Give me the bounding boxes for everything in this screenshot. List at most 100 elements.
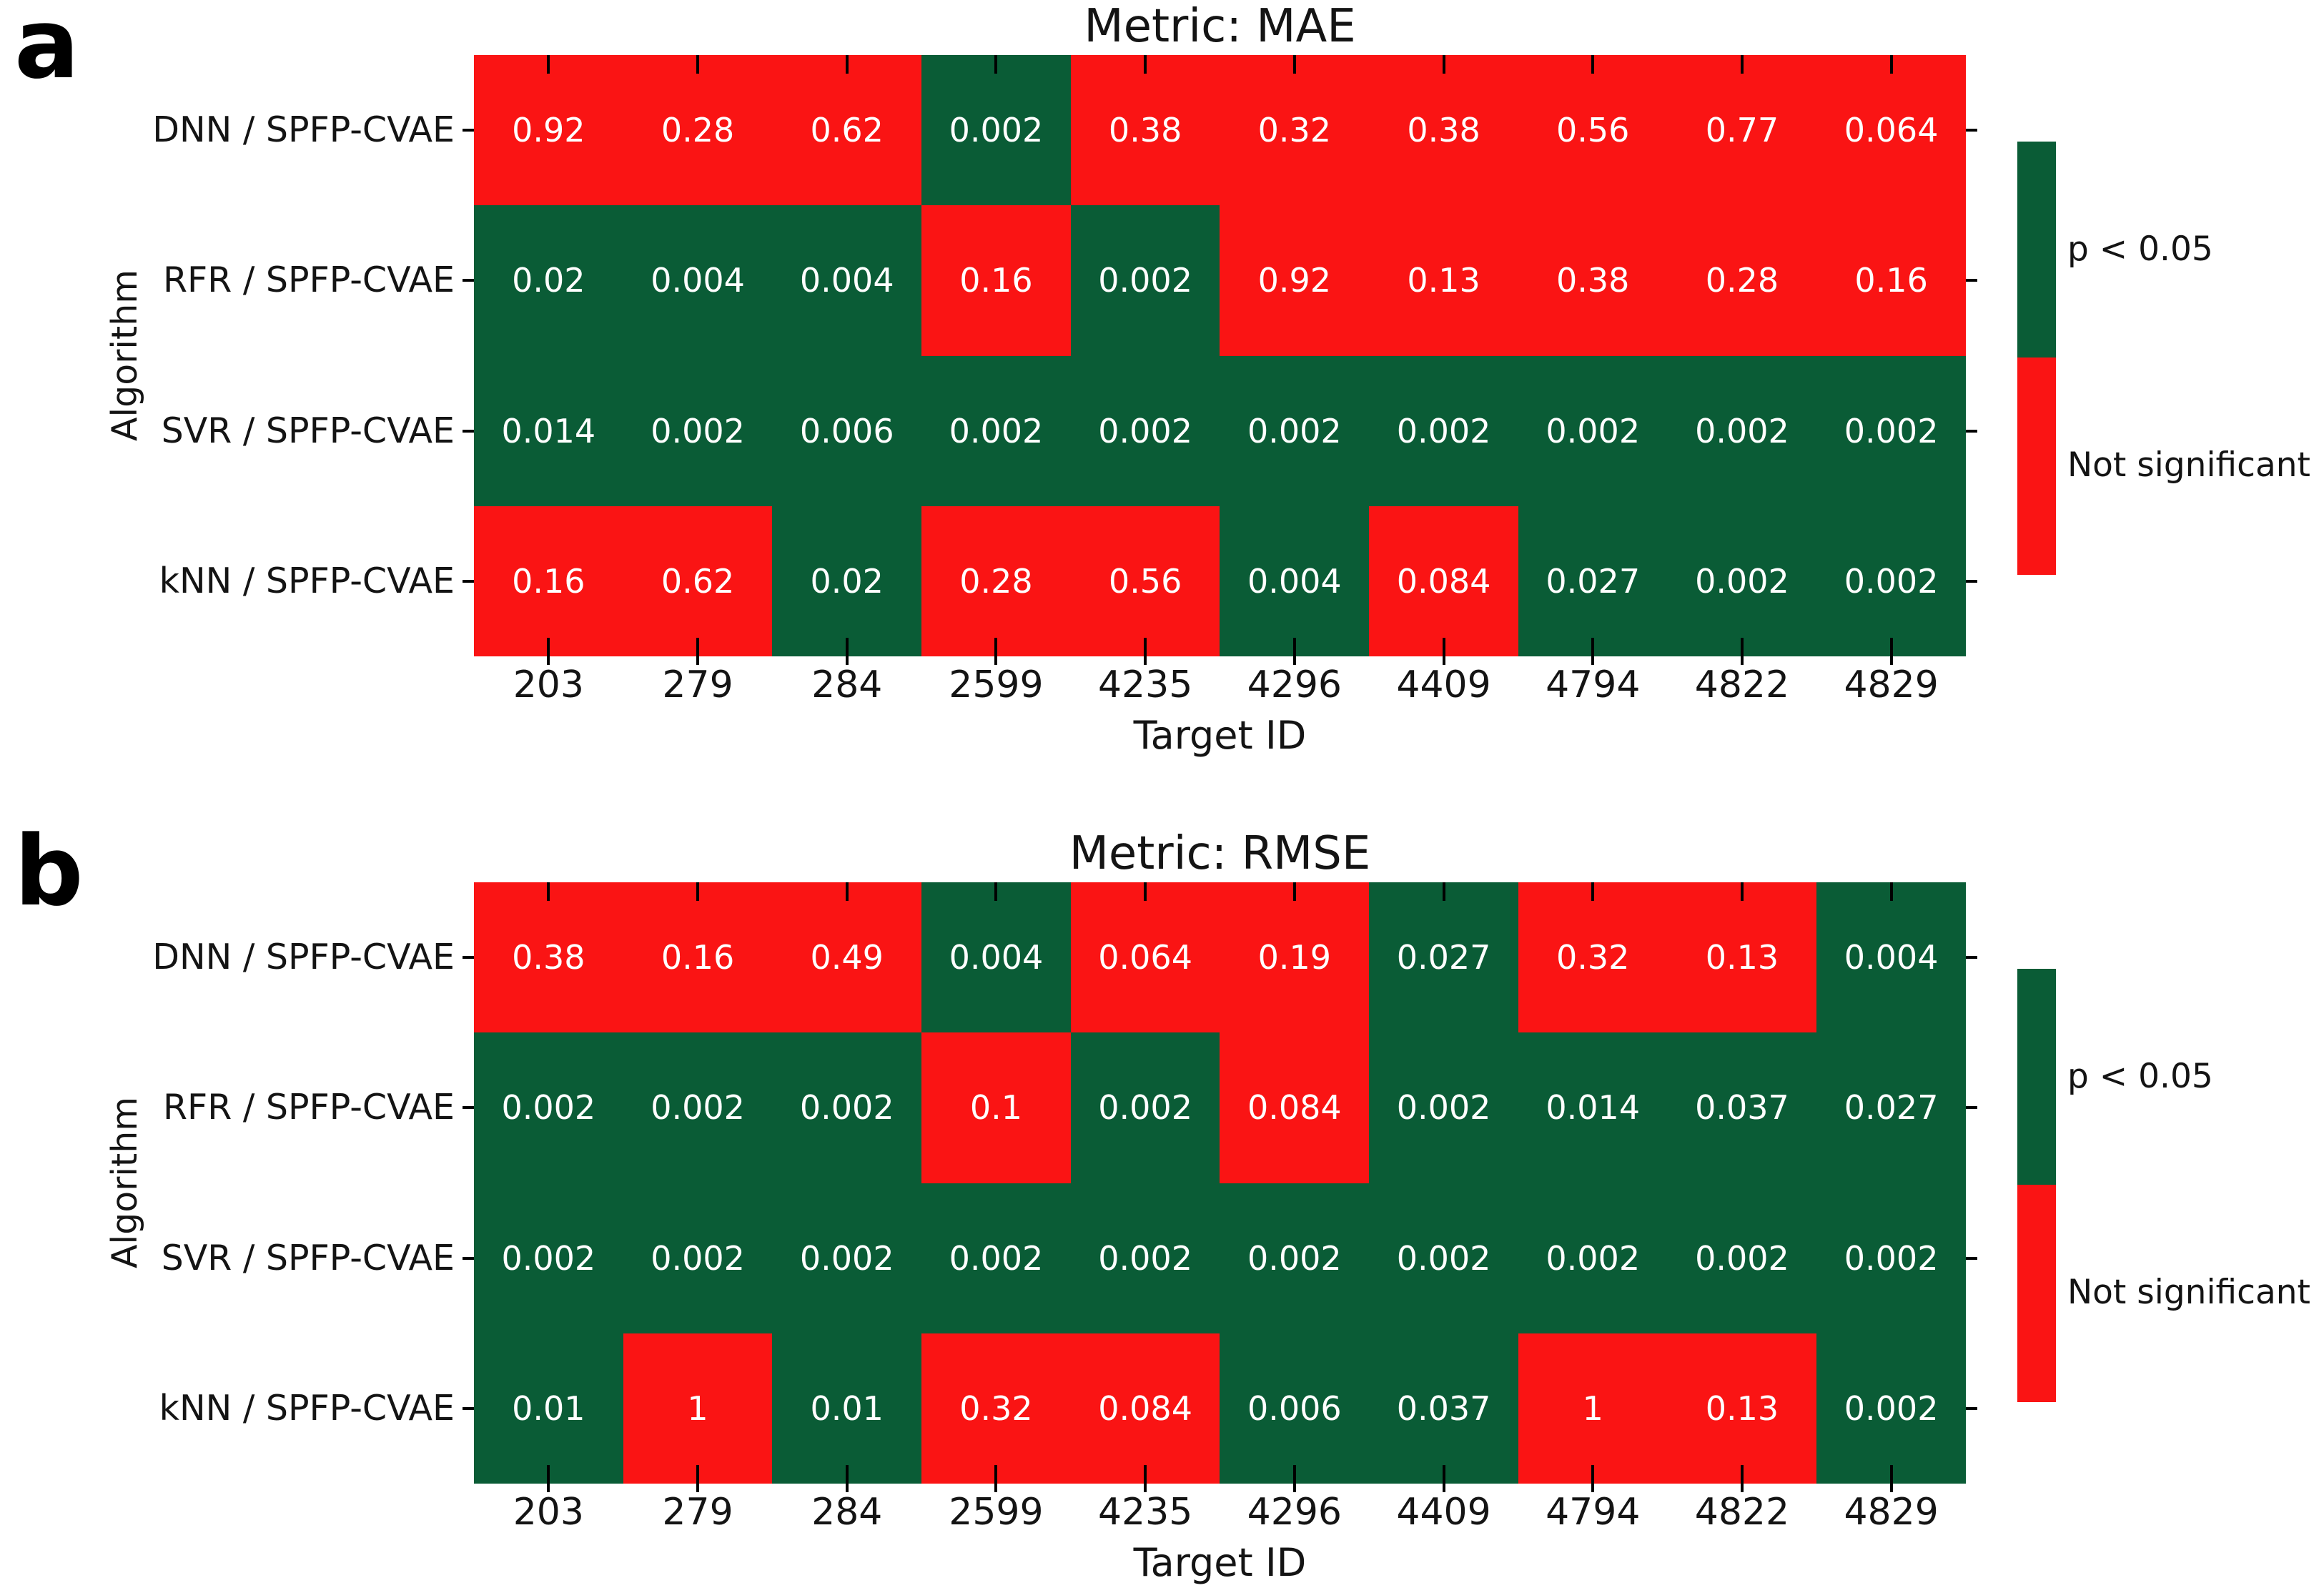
col-label: 203 [513,664,584,706]
axis-tick [547,1465,550,1492]
heatmap-cell: 1 [1518,1333,1668,1484]
axis-tick [1292,638,1296,665]
col-label: 4822 [1694,664,1790,706]
heatmap-cell: 0.064 [1070,882,1220,1033]
axis-tick [994,638,998,665]
heatmap-cell: 0.002 [474,1032,623,1183]
colorbar-not-significant-segment [2017,1185,2056,1402]
panel-b-title: Metric: RMSE [1069,827,1371,880]
axis-tick [1740,1465,1744,1492]
heatmap-cell: 0.19 [1220,882,1370,1033]
heatmap-cell: 0.002 [1816,1183,1966,1333]
col-label: 279 [662,1491,733,1534]
axis-tick [1144,1465,1147,1492]
heatmap-cell: 0.002 [1667,355,1817,506]
heatmap-cell: 0.002 [1667,1183,1817,1333]
axis-tick [463,579,474,583]
legend-label-not-significant: Not significant [2067,445,2310,485]
axis-tick [1591,638,1595,665]
heatmap-cell: 0.002 [1369,355,1518,506]
col-label: 4296 [1247,1491,1343,1534]
axis-tick [1144,55,1147,74]
row-label: DNN / SPFP-CVAE [152,937,455,978]
heatmap-cell: 0.002 [1518,355,1668,506]
heatmap-cell: 0.004 [1220,506,1370,656]
heatmap-cell: 1 [623,1333,773,1484]
row-label: SVR / SPFP-CVAE [161,1237,455,1278]
heatmap-cell: 0.002 [474,1183,623,1333]
heatmap-cell: 0.13 [1667,882,1817,1033]
axis-tick [696,1465,700,1492]
heatmap: 0.38 0.16 0.49 0.004 0.064 0.19 0.027 0.32 0.13 0… [463,882,1977,1492]
panel-a: a Metric: MAE Algorithm 0.92 0.28 0.62 0.00… [0,0,2324,790]
heatmap-cell: 0.38 [1518,205,1668,356]
row-label: SVR / SPFP-CVAE [161,410,455,451]
axis-tick [1966,429,1977,433]
axis-tick [1966,1106,1977,1110]
axis-tick [1442,1465,1445,1492]
col-label: 4794 [1546,664,1641,706]
x-axis-label: Target ID [1133,713,1307,758]
heatmap-cell: 0.002 [1220,355,1370,506]
row-label: kNN / SPFP-CVAE [159,560,455,601]
axis-tick [463,1406,474,1410]
panel-a-title: Metric: MAE [1084,0,1356,53]
heatmap-cell: 0.32 [1220,55,1370,206]
heatmap-cell: 0.002 [921,55,1071,206]
heatmap-cell: 0.002 [921,1183,1071,1333]
axis-tick [1966,1406,1977,1410]
heatmap-cell: 0.32 [1518,882,1668,1033]
row-label: kNN / SPFP-CVAE [159,1387,455,1429]
axis-tick [1292,55,1296,74]
axis-tick [1889,1465,1893,1492]
col-label: 4822 [1694,1491,1790,1534]
row-label: DNN / SPFP-CVAE [152,109,455,151]
heatmap-cell: 0.002 [1070,205,1220,356]
heatmap-cell: 0.006 [772,355,922,506]
col-label: 4235 [1097,664,1193,706]
heatmap-cell: 0.084 [1220,1032,1370,1183]
axis-tick [1591,55,1595,74]
panel-letter-a: a [14,0,80,100]
axis-tick [1292,1465,1296,1492]
axis-tick [1889,882,1893,901]
col-label: 2599 [949,664,1044,706]
axis-tick [1889,638,1893,665]
heatmap-cell: 0.027 [1816,1032,1966,1183]
axis-tick [463,279,474,282]
heatmap-cell: 0.002 [1518,1183,1668,1333]
axis-tick [463,429,474,433]
axis-tick [994,1465,998,1492]
colorbar-significant-segment [2017,969,2056,1185]
heatmap: 0.92 0.28 0.62 0.002 0.38 0.32 0.38 0.56 0.77 0.0… [463,55,1977,665]
heatmap-cell: 0.002 [1816,1333,1966,1484]
axis-tick [1966,1256,1977,1260]
heatmap-cell: 0.28 [1667,205,1817,356]
heatmap-cell: 0.92 [474,55,623,206]
axis-tick [1591,882,1595,901]
colorbar [2017,142,2056,575]
heatmap-cell: 0.014 [1518,1032,1668,1183]
heatmap-cell: 0.77 [1667,55,1817,206]
heatmap-cell: 0.027 [1369,882,1518,1033]
axis-tick [463,1106,474,1110]
heatmap-cell: 0.62 [623,506,773,656]
axis-tick [1292,882,1296,901]
colorbar [2017,969,2056,1402]
heatmap-cell: 0.084 [1369,506,1518,656]
axis-tick [994,55,998,74]
heatmap-cell: 0.02 [474,205,623,356]
axis-tick [994,882,998,901]
heatmap-cell: 0.002 [1070,1183,1220,1333]
col-label: 284 [811,1491,883,1534]
heatmap-cell: 0.004 [623,205,773,356]
axis-tick [1144,882,1147,901]
heatmap-cell: 0.16 [474,506,623,656]
heatmap-cell: 0.16 [623,882,773,1033]
heatmap-cell: 0.002 [772,1032,922,1183]
heatmap-cell: 0.002 [1220,1183,1370,1333]
heatmap-cell: 0.13 [1369,205,1518,356]
heatmap-cell: 0.004 [921,882,1071,1033]
heatmap-cell: 0.002 [1369,1183,1518,1333]
panel-b: b Metric: RMSE Algorithm 0.38 0.16 0.49 0.0… [0,818,2324,1588]
